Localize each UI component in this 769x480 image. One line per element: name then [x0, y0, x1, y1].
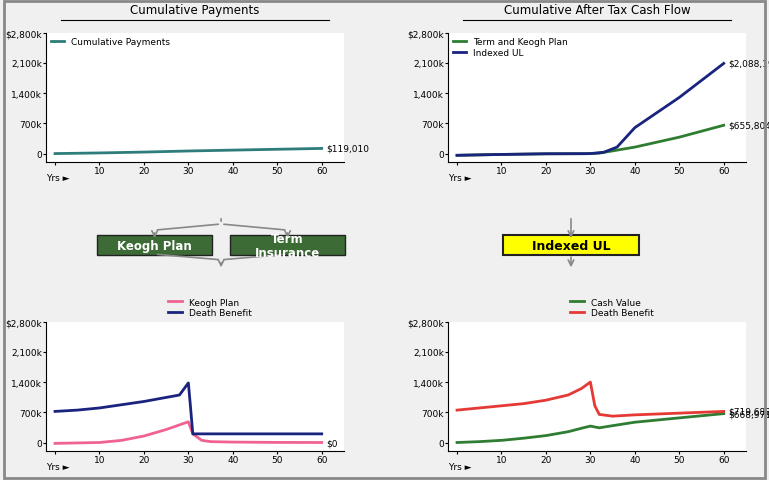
Text: Indexed UL: Indexed UL — [531, 239, 611, 252]
Legend: Keogh Plan, Death Benefit: Keogh Plan, Death Benefit — [168, 298, 251, 318]
Legend: Term and Keogh Plan, Indexed UL: Term and Keogh Plan, Indexed UL — [453, 38, 568, 58]
Text: $655,804: $655,804 — [728, 121, 769, 131]
Text: $0: $0 — [326, 438, 338, 447]
Text: $2,088,194*: $2,088,194* — [728, 60, 769, 69]
Legend: Cumulative Payments: Cumulative Payments — [51, 38, 171, 47]
FancyBboxPatch shape — [230, 236, 345, 255]
Text: Yrs ►: Yrs ► — [448, 173, 471, 182]
Text: Yrs ►: Yrs ► — [448, 462, 471, 470]
Text: $719,682*: $719,682* — [728, 407, 769, 416]
Text: Cumulative After Tax Cash Flow: Cumulative After Tax Cash Flow — [504, 4, 691, 17]
Text: $668,971*: $668,971* — [728, 409, 769, 418]
Text: Cumulative Payments: Cumulative Payments — [130, 4, 260, 17]
Text: Yrs ►: Yrs ► — [46, 173, 70, 182]
Text: Keogh Plan: Keogh Plan — [117, 239, 192, 252]
Legend: Cash Value, Death Benefit: Cash Value, Death Benefit — [570, 298, 654, 318]
Text: Term
Insurance: Term Insurance — [255, 232, 320, 259]
FancyBboxPatch shape — [97, 236, 212, 255]
Text: $119,010: $119,010 — [326, 144, 369, 154]
FancyBboxPatch shape — [503, 236, 639, 255]
Text: Yrs ►: Yrs ► — [46, 462, 70, 470]
